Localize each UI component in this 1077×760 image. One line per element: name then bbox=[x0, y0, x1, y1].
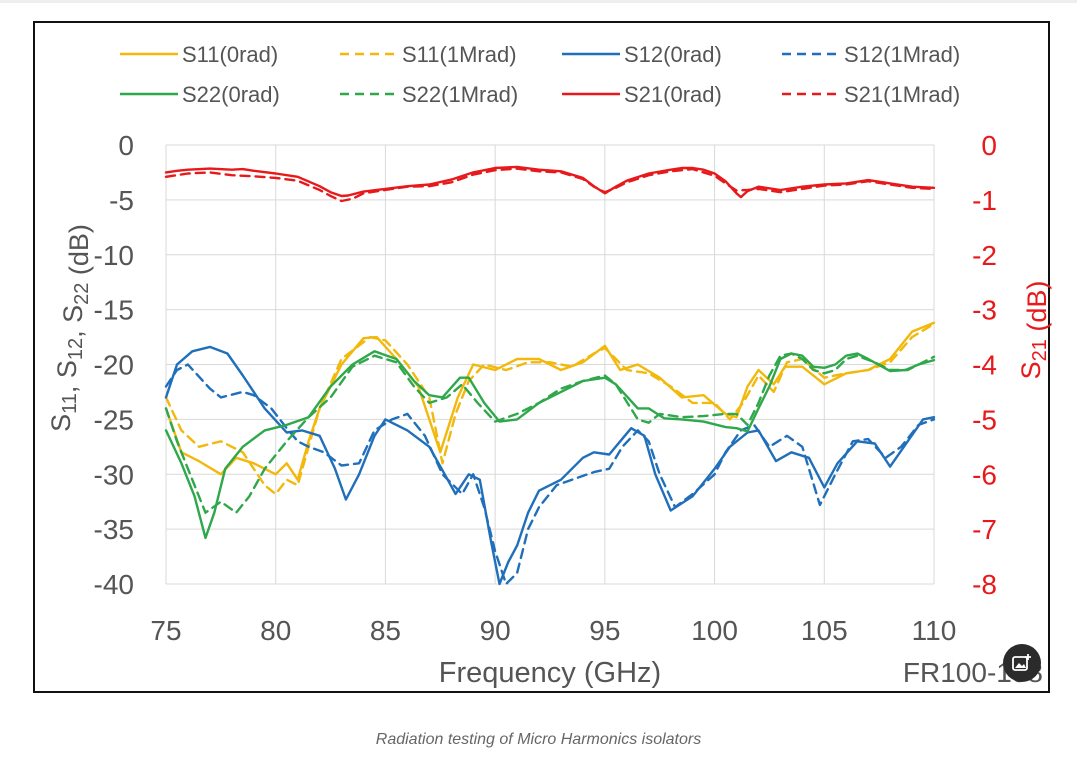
x-tick-label: 90 bbox=[480, 615, 511, 646]
legend-label: S21(0rad) bbox=[624, 82, 722, 107]
image-add-button[interactable] bbox=[1003, 644, 1041, 682]
left-y-tick-label: -40 bbox=[94, 569, 134, 600]
left-y-tick-label: 0 bbox=[118, 130, 134, 161]
right-y-tick-label: -3 bbox=[972, 295, 997, 326]
figure-caption: Radiation testing of Micro Harmonics iso… bbox=[375, 731, 702, 748]
right-y-tick-label: 0 bbox=[981, 130, 997, 161]
legend-label: S22(1Mrad) bbox=[402, 82, 518, 107]
series-line-s11-1mrad bbox=[164, 322, 936, 496]
legend: S11(0rad) S11(1Mrad) S12(0rad) S12(1Mrad) S2… bbox=[120, 42, 960, 107]
series-line-s11-0rad bbox=[164, 321, 936, 481]
x-tick-label: 110 bbox=[912, 615, 957, 646]
right-y-tick-label: -1 bbox=[972, 185, 997, 216]
right-axis-title: S21 (dB) bbox=[1016, 281, 1052, 380]
right-y-tick-label: -2 bbox=[972, 240, 997, 271]
s-parameter-chart: 75 80 85 90 95 100 105 1100-5-10-15-20-25-30-35… bbox=[46, 42, 1052, 689]
right-y-tick-label: -5 bbox=[972, 404, 997, 435]
tick-labels: 75 80 85 90 95 100 105 1100-5-10-15-20-25-30-35… bbox=[94, 130, 997, 646]
left-y-tick-label: -20 bbox=[94, 350, 134, 381]
image-add-icon bbox=[1012, 654, 1031, 671]
legend-label: S12(1Mrad) bbox=[844, 42, 960, 67]
right-y-tick-label: -4 bbox=[972, 350, 997, 381]
x-tick-label: 85 bbox=[370, 615, 401, 646]
legend-label: S22(0rad) bbox=[182, 82, 280, 107]
right-y-tick-label: -6 bbox=[972, 459, 997, 490]
legend-label: S12(0rad) bbox=[624, 42, 722, 67]
series-layer bbox=[164, 165, 936, 586]
left-y-tick-label: -30 bbox=[94, 459, 134, 490]
right-y-tick-label: -8 bbox=[972, 569, 997, 600]
left-y-tick-label: -25 bbox=[94, 404, 134, 435]
left-y-tick-label: -10 bbox=[94, 240, 134, 271]
series-line-s12-0rad bbox=[164, 345, 936, 586]
legend-label: S11(0rad) bbox=[182, 42, 278, 67]
left-y-tick-label: -15 bbox=[94, 295, 134, 326]
left-y-tick-label: -35 bbox=[94, 514, 134, 545]
series-line-s22-1mrad bbox=[164, 352, 936, 514]
x-tick-label: 105 bbox=[801, 615, 848, 646]
x-tick-label: 95 bbox=[589, 615, 620, 646]
right-y-tick-label: -7 bbox=[972, 514, 997, 545]
left-y-tick-label: -5 bbox=[109, 185, 134, 216]
x-tick-label: 100 bbox=[691, 615, 738, 646]
x-tick-label: 75 bbox=[150, 615, 181, 646]
plot-grid bbox=[165, 144, 935, 585]
left-axis-title: S11, S12, S22 (dB) bbox=[46, 224, 94, 432]
legend-label: S11(1Mrad) bbox=[402, 42, 517, 67]
chart-frame bbox=[33, 21, 1050, 693]
x-tick-label: 80 bbox=[260, 615, 291, 646]
x-axis-title: Frequency (GHz) bbox=[439, 657, 661, 689]
legend-label: S21(1Mrad) bbox=[844, 82, 960, 107]
top-divider bbox=[0, 0, 1077, 3]
series-line-s21-1mrad bbox=[164, 167, 936, 203]
